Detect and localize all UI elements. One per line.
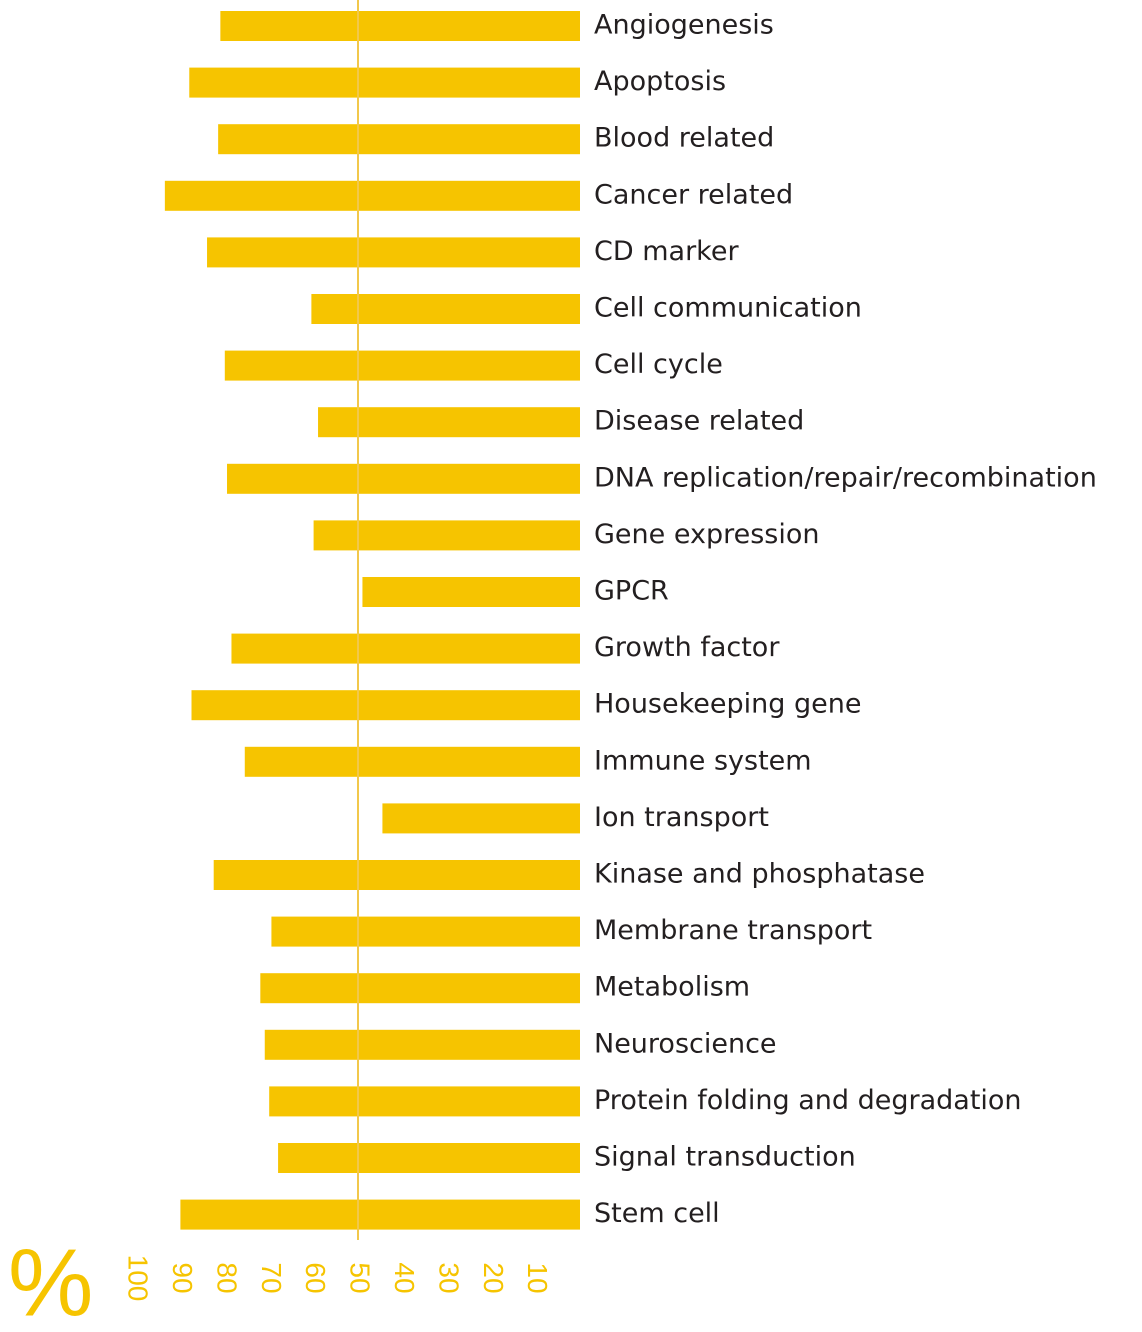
- category-label: DNA replication/repair/recombination: [594, 462, 1097, 493]
- category-label: Signal transduction: [594, 1142, 856, 1173]
- page: % Angiogenesis Apoptosis Blood related Canc…: [0, 0, 1142, 1328]
- category-label: Cell communication: [594, 293, 862, 324]
- category-label: Cell cycle: [594, 349, 723, 380]
- bar: [192, 690, 581, 720]
- axis-unit: %: [8, 1229, 93, 1328]
- bar: [165, 181, 580, 211]
- category-label: Immune system: [594, 745, 812, 776]
- category-label: Cancer related: [594, 179, 793, 210]
- category-label: Neuroscience: [594, 1028, 777, 1059]
- x-tick-label: 10: [522, 1262, 553, 1293]
- x-tick-label: 40: [389, 1262, 420, 1293]
- bar: [382, 803, 580, 833]
- bar: [214, 860, 580, 890]
- category-label: Apoptosis: [594, 66, 726, 97]
- category-label: Blood related: [594, 123, 774, 154]
- category-label: Disease related: [594, 406, 804, 437]
- category-label: Housekeeping gene: [594, 689, 861, 720]
- bar: [245, 747, 580, 777]
- bar: [227, 464, 580, 494]
- category-label: Kinase and phosphatase: [594, 859, 925, 890]
- bar: [218, 124, 580, 154]
- bar: [225, 351, 580, 381]
- category-label: Gene expression: [594, 519, 819, 550]
- x-tick-label: 30: [433, 1262, 464, 1293]
- bar: [362, 577, 580, 607]
- x-tick-label: 90: [167, 1262, 198, 1293]
- category-label: Stem cell: [594, 1198, 720, 1229]
- chart: % Angiogenesis Apoptosis Blood related Canc…: [0, 0, 1142, 1328]
- category-label: Membrane transport: [594, 915, 872, 946]
- x-tick-label: 70: [256, 1262, 287, 1293]
- bar: [271, 917, 580, 947]
- category-label: CD marker: [594, 236, 739, 267]
- category-label: GPCR: [594, 576, 669, 607]
- category-label: Ion transport: [594, 802, 769, 833]
- x-tick-label: 100: [123, 1255, 154, 1302]
- category-label: Protein folding and degradation: [594, 1085, 1022, 1116]
- x-tick-label: 20: [478, 1262, 509, 1293]
- category-label: Angiogenesis: [594, 10, 774, 41]
- bar: [311, 294, 580, 324]
- bar: [265, 1030, 580, 1060]
- category-label: Growth factor: [594, 632, 780, 663]
- bar: [260, 973, 580, 1003]
- x-tick-label: 80: [211, 1262, 242, 1293]
- x-tick-label: 50: [345, 1262, 376, 1293]
- bar: [180, 1200, 580, 1230]
- bar: [269, 1086, 580, 1116]
- bar: [231, 634, 580, 664]
- bar: [220, 11, 580, 41]
- bar: [314, 520, 580, 550]
- bar: [207, 237, 580, 267]
- category-label: Metabolism: [594, 972, 750, 1003]
- bar: [189, 68, 580, 98]
- bar: [278, 1143, 580, 1173]
- x-tick-label: 60: [300, 1262, 331, 1293]
